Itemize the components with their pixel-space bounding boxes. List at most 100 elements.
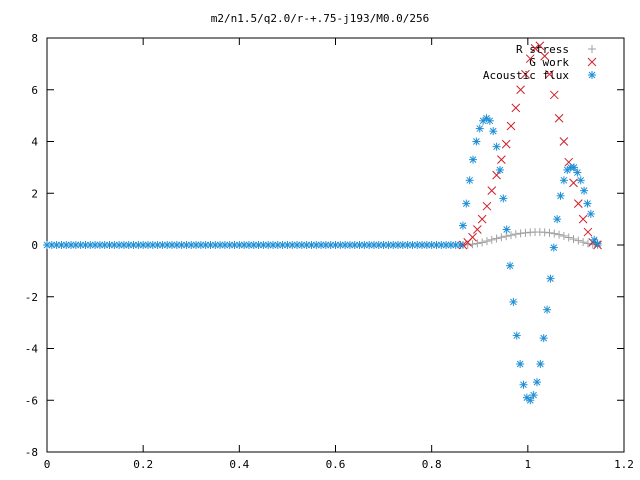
- y-tick-label: -4: [25, 343, 39, 356]
- data-point: [477, 214, 487, 224]
- y-tick-label: -8: [25, 446, 38, 459]
- data-point: [532, 378, 541, 387]
- data-point: [576, 176, 585, 185]
- y-tick-label: 0: [31, 239, 38, 252]
- points-layer: [43, 41, 602, 405]
- data-point: [516, 360, 525, 369]
- legend-label: G work: [529, 56, 569, 69]
- data-point: [530, 43, 540, 53]
- data-point: [583, 227, 593, 237]
- y-tick-label: 4: [31, 136, 38, 149]
- data-point: [545, 69, 554, 79]
- data-point: [492, 142, 501, 151]
- data-point: [559, 176, 568, 185]
- x-tick-label: 1: [525, 458, 532, 471]
- data-point: [553, 215, 562, 224]
- data-point: [559, 231, 568, 240]
- data-point: [350, 241, 359, 249]
- y-tick-label: -6: [25, 394, 38, 407]
- data-point: [473, 239, 482, 248]
- data-point: [516, 85, 525, 95]
- series-acoustic-flux: [43, 114, 602, 405]
- data-point: [497, 155, 506, 164]
- y-axis: -8 -6 -4 -2 0 2 4 6 8: [25, 32, 624, 459]
- data-point: [398, 241, 407, 249]
- data-point: [472, 225, 482, 234]
- data-point: [545, 228, 554, 237]
- data-point: [163, 241, 172, 249]
- data-point: [583, 239, 592, 248]
- data-point: [492, 170, 501, 180]
- data-point: [462, 199, 471, 208]
- data-point: [586, 209, 595, 218]
- x-tick-label: 1.2: [614, 458, 634, 471]
- data-point: [278, 241, 287, 249]
- data-point: [549, 243, 558, 252]
- data-point: [540, 228, 549, 237]
- series-g-work: [458, 41, 602, 250]
- data-point: [254, 241, 263, 249]
- data-point: [479, 116, 488, 125]
- data-point: [573, 199, 583, 208]
- data-point: [478, 238, 487, 247]
- data-point: [511, 103, 521, 113]
- data-point: [482, 201, 492, 211]
- data-point: [521, 69, 530, 79]
- data-point: [569, 163, 578, 172]
- data-point: [525, 54, 535, 64]
- data-point: [475, 124, 484, 133]
- data-point: [539, 334, 548, 343]
- data-point: [52, 241, 61, 249]
- data-point: [468, 232, 477, 242]
- data-point: [86, 241, 95, 249]
- y-tick-label: 8: [31, 32, 38, 45]
- data-point: [511, 230, 520, 239]
- data-point: [507, 231, 516, 240]
- data-point: [578, 214, 588, 224]
- data-point: [124, 241, 133, 249]
- data-point: [502, 225, 511, 234]
- data-point: [293, 241, 302, 249]
- data-point: [516, 229, 525, 238]
- x-tick-label: 0.6: [326, 458, 346, 471]
- data-point: [554, 113, 564, 123]
- data-point: [105, 241, 114, 249]
- data-point: [593, 239, 602, 248]
- x-axis: 0 0.2 0.4 0.6 0.8 1 1.2: [44, 38, 634, 471]
- data-point: [569, 235, 578, 244]
- data-point: [472, 137, 481, 146]
- data-point: [549, 90, 559, 100]
- data-point: [469, 155, 478, 164]
- data-point: [556, 191, 565, 200]
- data-point: [437, 241, 446, 249]
- data-point: [139, 241, 148, 249]
- x-tick-label: 0: [44, 458, 51, 471]
- data-point: [487, 235, 496, 244]
- data-point: [573, 168, 582, 177]
- data-point: [543, 305, 552, 314]
- data-point: [521, 228, 530, 237]
- legend-marker: [587, 57, 597, 67]
- data-point: [509, 297, 518, 306]
- data-point: [550, 229, 559, 238]
- data-point: [482, 237, 491, 246]
- data-point: [590, 235, 599, 244]
- legend-marker: [588, 71, 596, 79]
- data-point: [288, 241, 297, 249]
- data-point: [535, 41, 545, 51]
- data-point: [579, 238, 588, 247]
- data-point: [312, 241, 321, 249]
- data-point: [458, 221, 467, 230]
- data-point: [492, 234, 501, 243]
- data-point: [129, 241, 138, 249]
- data-point: [345, 241, 354, 249]
- y-tick-label: 6: [31, 84, 38, 97]
- y-tick-label: -2: [25, 291, 38, 304]
- data-point: [506, 261, 515, 270]
- data-point: [506, 121, 516, 131]
- data-point: [563, 165, 572, 174]
- data-point: [220, 241, 229, 249]
- x-tick-label: 0.2: [133, 458, 153, 471]
- data-point: [143, 241, 152, 249]
- data-point: [487, 186, 497, 196]
